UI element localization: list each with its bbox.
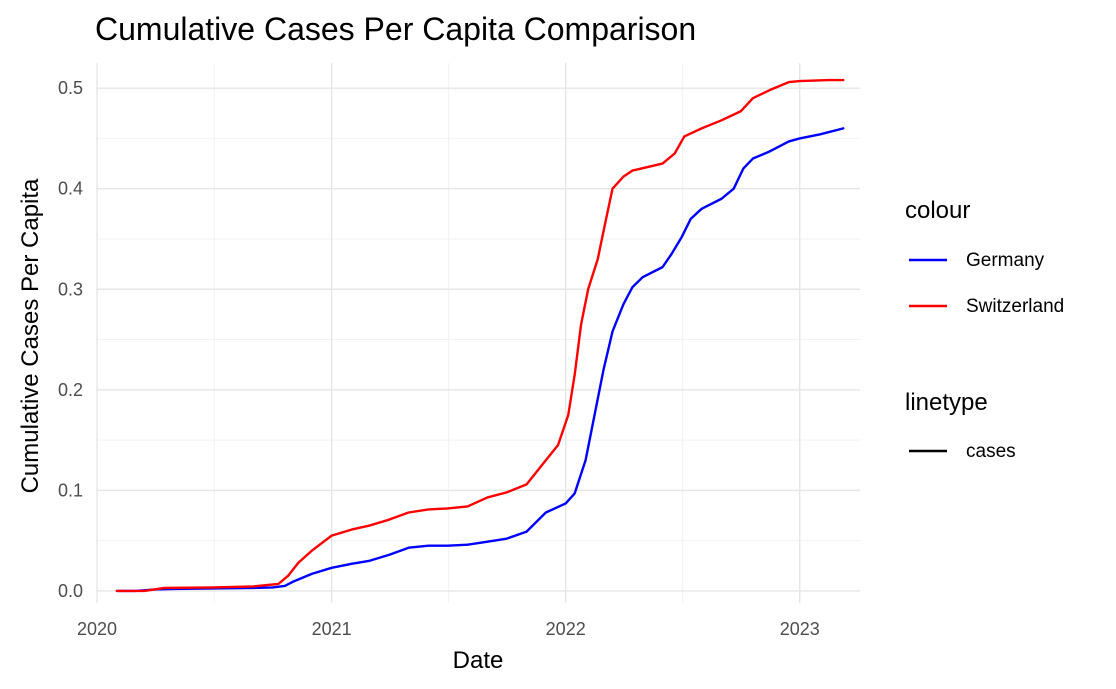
y-axis-label: Cumulative Cases Per Capita (17, 178, 44, 493)
legend-label-switzerland: Switzerland (966, 296, 1064, 317)
x-tick-label: 2020 (77, 619, 117, 639)
chart-title: Cumulative Cases Per Capita Comparison (95, 11, 696, 47)
y-tick-label: 0.2 (58, 380, 83, 400)
y-tick-label: 0.0 (58, 581, 83, 601)
x-axis-tick-labels: 2020 2021 2022 2023 (77, 619, 820, 639)
x-axis-label: Date (453, 647, 504, 674)
y-tick-label: 0.4 (58, 179, 83, 199)
x-tick-label: 2023 (780, 619, 820, 639)
grid-major (96, 63, 860, 603)
y-tick-label: 0.1 (58, 480, 83, 500)
y-axis-tick-labels: 0.0 0.1 0.2 0.3 0.4 0.5 (58, 78, 83, 601)
series-line-switzerland (115, 78, 845, 593)
legend-title-linetype: linetype (905, 389, 988, 416)
legend: colour Germany Switzerland linetype cases (905, 197, 1064, 462)
y-tick-label: 0.5 (58, 78, 83, 98)
legend-title-colour: colour (905, 197, 970, 224)
x-tick-label: 2021 (312, 619, 352, 639)
x-tick-label: 2022 (546, 619, 586, 639)
y-tick-label: 0.3 (58, 279, 83, 299)
plot-panel (96, 63, 860, 603)
series-line-germany (115, 127, 845, 593)
grid-minor (97, 63, 860, 603)
series-lines (115, 78, 845, 593)
legend-label-germany: Germany (966, 250, 1045, 271)
legend-label-cases: cases (966, 441, 1016, 462)
